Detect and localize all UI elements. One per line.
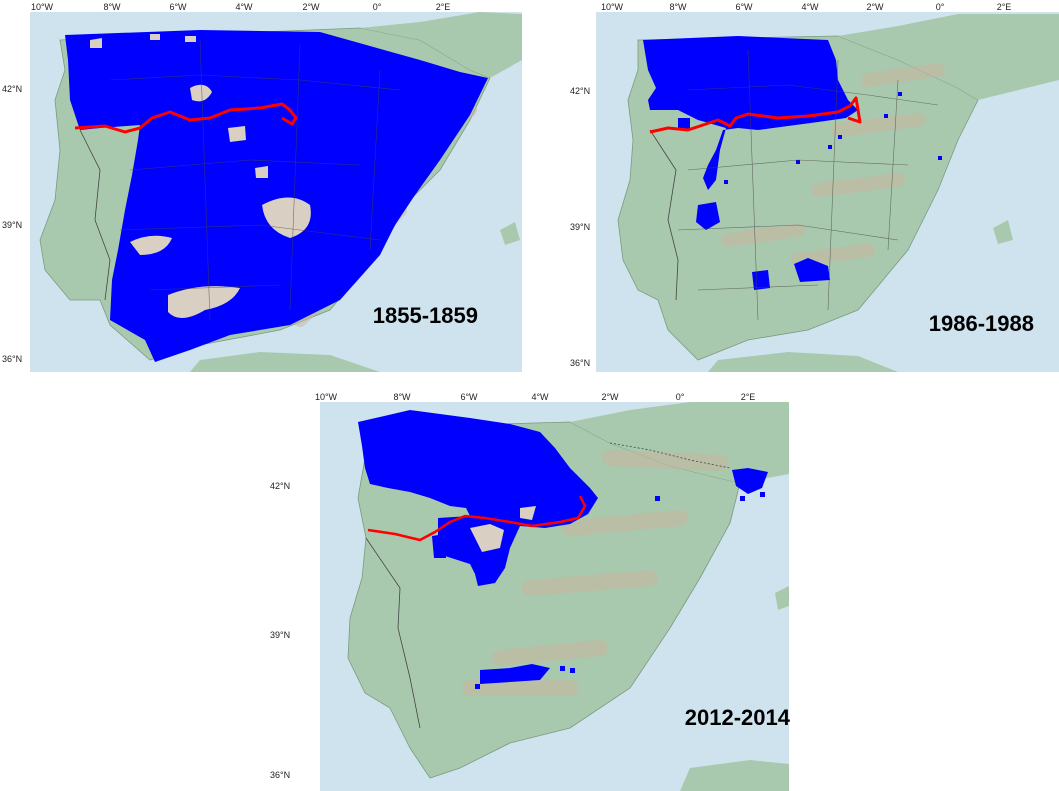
lon-label: 0° [373, 2, 382, 12]
distribution-patch [732, 468, 768, 494]
lon-label: 4°W [235, 2, 253, 12]
province-borders [109, 39, 401, 321]
map-1986-1988: 10°W 8°W 6°W 4°W 2°W 0° 2°E 42°N 39°N 36… [570, 2, 1059, 372]
lon-label: 2°E [436, 2, 451, 12]
distribution-cell [724, 180, 728, 184]
lon-label: 8°W [103, 2, 121, 12]
distribution-cell [884, 114, 888, 118]
lon-label: 10°W [31, 2, 54, 12]
gap [262, 197, 311, 238]
lon-label: 2°W [866, 2, 884, 12]
lon-label: 4°W [801, 2, 819, 12]
map-panel-1986-1988: 10°W 8°W 6°W 4°W 2°W 0° 2°E 42°N 39°N 36… [538, 0, 1059, 372]
lat-label: 36°N [2, 354, 22, 364]
lat-label: 39°N [570, 222, 590, 232]
distribution-patch [432, 534, 446, 558]
lat-label: 39°N [270, 630, 290, 640]
period-label: 2012-2014 [685, 705, 791, 730]
lon-label: 0° [936, 2, 945, 12]
lon-label: 4°W [531, 392, 549, 402]
distribution-cell [560, 666, 565, 671]
map-2012-2014: 10°W 8°W 6°W 4°W 2°W 0° 2°E 42°N 39°N 36… [270, 392, 791, 791]
distribution-cell [838, 135, 842, 139]
distribution-cell [938, 156, 942, 160]
red-boundary-line [367, 495, 587, 542]
france-landmass [570, 402, 789, 483]
lon-label: 8°W [393, 392, 411, 402]
period-label: 1986-1988 [929, 311, 1034, 336]
relief [721, 63, 945, 267]
country-border [79, 129, 111, 301]
balearic-islands [993, 220, 1013, 244]
red-boundary-line [649, 96, 862, 134]
distribution-cell [818, 40, 822, 44]
distribution-patch [696, 202, 720, 230]
distribution-cell [570, 668, 575, 673]
gap [520, 506, 536, 520]
gap [470, 524, 504, 552]
lat-label: 36°N [270, 770, 290, 780]
lon-label: 2°W [601, 392, 619, 402]
gap [130, 235, 172, 255]
gap [228, 126, 246, 142]
lon-label: 2°E [741, 392, 756, 402]
lat-label: 42°N [270, 481, 290, 491]
distribution-patch [480, 664, 550, 684]
lon-label: 6°W [735, 2, 753, 12]
lat-label: 39°N [2, 220, 22, 230]
africa-landmass [680, 760, 789, 791]
gap [190, 84, 212, 102]
lon-label: 6°W [169, 2, 187, 12]
distribution-cell [740, 496, 745, 501]
pyrenees-border [609, 442, 731, 469]
france-landmass [360, 12, 522, 78]
lon-label: 2°W [302, 2, 320, 12]
map-panel-2012-2014: 10°W 8°W 6°W 4°W 2°W 0° 2°E 42°N 39°N 36… [270, 388, 791, 791]
distribution-cell [760, 492, 765, 497]
lat-label: 42°N [2, 84, 22, 94]
distribution-cell [475, 684, 480, 689]
africa-landmass [708, 352, 898, 372]
relief [462, 450, 728, 696]
lon-label: 6°W [460, 392, 478, 402]
distribution-cell [796, 160, 800, 164]
distribution-cell [828, 145, 832, 149]
distribution-cell [898, 92, 902, 96]
lon-label: 10°W [315, 392, 338, 402]
gap [255, 166, 268, 178]
iberia-landmass [347, 421, 741, 779]
distribution-cell [655, 496, 660, 501]
province-borders [677, 49, 939, 321]
lon-label: 8°W [669, 2, 687, 12]
map-panel-1855-1859: 10°W 8°W 6°W 4°W 2°W 0° 2°E 42°N 39°N 36… [0, 0, 522, 372]
red-boundary-line [74, 102, 298, 134]
balearic-islands [500, 222, 520, 245]
distribution-patch [794, 258, 830, 282]
gap [90, 34, 196, 48]
balearic-islands [775, 586, 789, 610]
lon-label: 2°E [997, 2, 1012, 12]
map-1855-1859: 10°W 8°W 6°W 4°W 2°W 0° 2°E 42°N 39°N 36… [2, 2, 522, 372]
africa-landmass [190, 352, 380, 372]
period-label: 1855-1859 [373, 303, 478, 328]
distribution-patch [678, 118, 690, 130]
lon-label: 0° [676, 392, 685, 402]
distribution-area [358, 410, 598, 586]
country-border [649, 129, 679, 301]
country-border [365, 537, 421, 729]
lat-label: 36°N [570, 358, 590, 368]
france-landmass [838, 14, 1059, 100]
lon-label: 10°W [601, 2, 624, 12]
lat-label: 42°N [570, 86, 590, 96]
gap [168, 286, 240, 319]
